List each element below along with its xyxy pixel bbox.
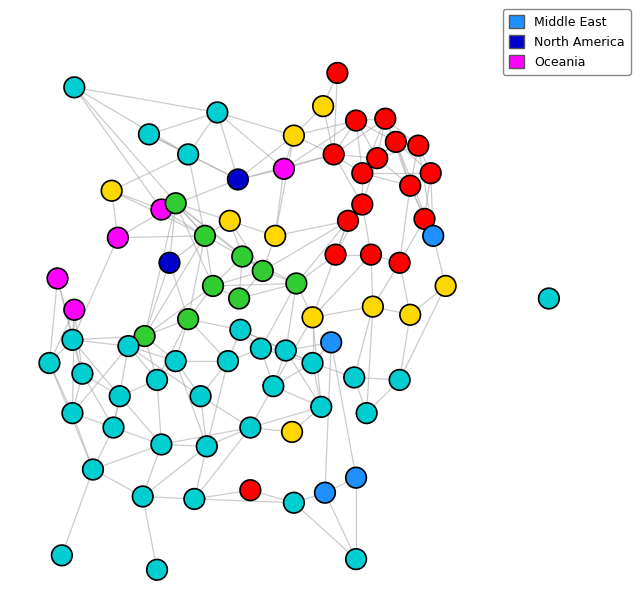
Point <box>245 486 255 495</box>
Point <box>307 313 317 322</box>
Point <box>183 149 193 159</box>
Point <box>88 465 98 475</box>
Point <box>237 252 248 262</box>
Point <box>428 231 438 241</box>
Point <box>291 279 301 288</box>
Point <box>212 107 223 117</box>
Point <box>366 249 376 259</box>
Point <box>245 422 255 432</box>
Point <box>372 154 382 163</box>
Point <box>106 186 116 195</box>
Point <box>202 441 212 451</box>
Point <box>113 233 123 243</box>
Point <box>69 83 79 92</box>
Point <box>368 302 378 311</box>
Point <box>289 498 299 507</box>
Point <box>171 198 181 208</box>
Point <box>69 305 79 314</box>
Point <box>200 231 210 241</box>
Point <box>140 331 150 341</box>
Legend: Middle East, North America, Oceania: Middle East, North America, Oceania <box>503 9 631 75</box>
Point <box>357 168 367 178</box>
Point <box>440 281 451 291</box>
Point <box>156 439 166 449</box>
Point <box>52 274 63 283</box>
Point <box>256 344 266 353</box>
Point <box>124 341 134 351</box>
Point <box>320 488 330 498</box>
Point <box>349 373 359 382</box>
Point <box>108 422 118 432</box>
Point <box>328 149 339 159</box>
Point <box>270 231 280 241</box>
Point <box>316 402 326 412</box>
Point <box>351 473 361 483</box>
Point <box>234 294 244 304</box>
Point <box>152 565 162 575</box>
Point <box>171 356 181 366</box>
Point <box>138 492 148 501</box>
Point <box>115 392 125 401</box>
Point <box>67 409 77 418</box>
Point <box>233 175 243 185</box>
Point <box>152 375 162 385</box>
Point <box>144 129 154 139</box>
Point <box>67 335 77 345</box>
Point <box>326 337 336 347</box>
Point <box>343 216 353 226</box>
Point <box>330 249 340 259</box>
Point <box>332 68 342 78</box>
Point <box>287 427 297 437</box>
Point <box>380 114 390 124</box>
Point <box>57 551 67 560</box>
Point <box>307 358 317 368</box>
Point <box>223 356 233 366</box>
Point <box>236 325 246 334</box>
Point <box>405 181 415 191</box>
Point <box>281 345 291 355</box>
Point <box>156 205 166 214</box>
Point <box>258 266 268 276</box>
Point <box>419 214 429 224</box>
Point <box>351 554 361 564</box>
Point <box>318 101 328 111</box>
Point <box>357 200 367 209</box>
Point <box>195 392 205 401</box>
Point <box>544 294 554 304</box>
Point <box>164 258 175 268</box>
Point <box>362 409 372 418</box>
Point <box>189 494 200 504</box>
Point <box>426 168 436 178</box>
Point <box>44 358 54 368</box>
Point <box>394 375 404 385</box>
Point <box>413 141 424 151</box>
Point <box>225 216 235 226</box>
Point <box>394 258 404 268</box>
Point <box>391 137 401 147</box>
Point <box>279 164 289 174</box>
Point <box>183 314 193 324</box>
Point <box>351 116 361 126</box>
Point <box>268 381 278 391</box>
Point <box>405 310 415 320</box>
Point <box>289 131 299 140</box>
Point <box>77 369 88 379</box>
Point <box>208 281 218 291</box>
